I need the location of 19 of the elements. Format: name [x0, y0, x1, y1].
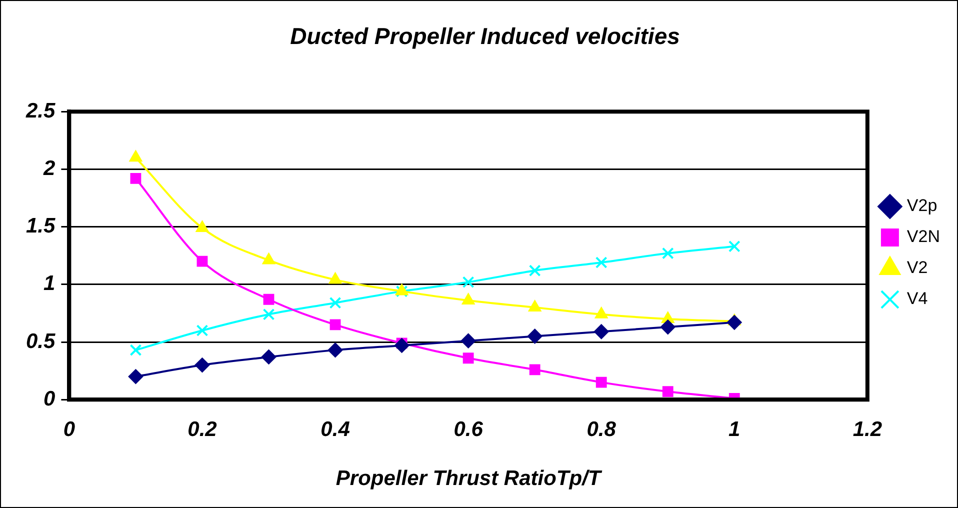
chart-title: Ducted Propeller Induced velocities — [290, 23, 680, 50]
x-tick-label: 0.4 — [320, 418, 350, 441]
legend-label: V2 — [906, 258, 928, 278]
legend-label: V2N — [906, 227, 940, 246]
x-tick-label: 1 — [728, 418, 740, 441]
x-axis-title: Propeller Thrust RatioTp/T — [336, 467, 603, 490]
x-tick-label: 0 — [63, 418, 76, 441]
y-tick-label: 2.5 — [24, 99, 56, 122]
y-tick-label: 1 — [44, 272, 56, 296]
legend-label: V4 — [906, 289, 928, 308]
y-tick-label: 1.5 — [26, 214, 56, 238]
x-tick-label: 1.2 — [852, 418, 882, 441]
x-tick-label: 0.2 — [188, 418, 218, 441]
x-tick-label: 0.8 — [586, 418, 616, 441]
legend-label: V2p — [906, 196, 938, 216]
y-tick-label: 2 — [42, 156, 56, 180]
x-tick-label: 0.6 — [454, 418, 484, 441]
y-tick-label: 0 — [44, 387, 56, 410]
y-tick-label: 0.5 — [26, 330, 56, 353]
